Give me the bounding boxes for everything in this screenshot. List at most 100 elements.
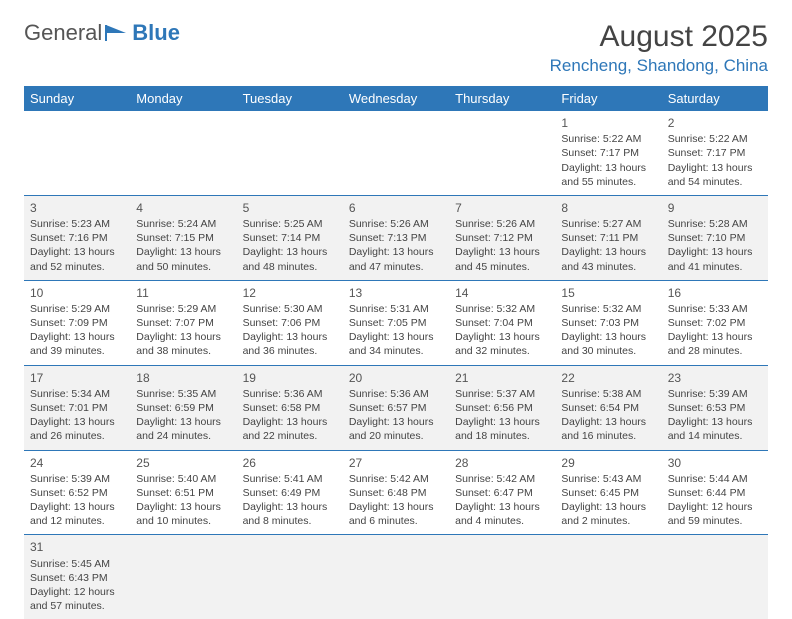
daylight-text: Daylight: 13 hours and 45 minutes. bbox=[455, 245, 549, 273]
header: General Blue August 2025 Rencheng, Shand… bbox=[24, 20, 768, 76]
calendar-cell bbox=[449, 111, 555, 195]
sunrise-text: Sunrise: 5:30 AM bbox=[243, 302, 337, 316]
calendar-cell: 20Sunrise: 5:36 AMSunset: 6:57 PMDayligh… bbox=[343, 365, 449, 450]
sunrise-text: Sunrise: 5:25 AM bbox=[243, 217, 337, 231]
day-info: Sunrise: 5:26 AMSunset: 7:13 PMDaylight:… bbox=[349, 217, 443, 274]
daylight-text: Daylight: 13 hours and 28 minutes. bbox=[668, 330, 762, 358]
daylight-text: Daylight: 13 hours and 43 minutes. bbox=[561, 245, 655, 273]
day-number: 29 bbox=[561, 455, 655, 471]
calendar-table: Sunday Monday Tuesday Wednesday Thursday… bbox=[24, 86, 768, 619]
day-number: 2 bbox=[668, 115, 762, 131]
sunrise-text: Sunrise: 5:32 AM bbox=[455, 302, 549, 316]
day-number: 5 bbox=[243, 200, 337, 216]
calendar-cell: 3Sunrise: 5:23 AMSunset: 7:16 PMDaylight… bbox=[24, 195, 130, 280]
sunset-text: Sunset: 6:58 PM bbox=[243, 401, 337, 415]
day-info: Sunrise: 5:28 AMSunset: 7:10 PMDaylight:… bbox=[668, 217, 762, 274]
sunset-text: Sunset: 6:44 PM bbox=[668, 486, 762, 500]
daylight-text: Daylight: 13 hours and 38 minutes. bbox=[136, 330, 230, 358]
calendar-row: 10Sunrise: 5:29 AMSunset: 7:09 PMDayligh… bbox=[24, 280, 768, 365]
sunset-text: Sunset: 7:17 PM bbox=[668, 146, 762, 160]
day-info: Sunrise: 5:22 AMSunset: 7:17 PMDaylight:… bbox=[561, 132, 655, 189]
sunset-text: Sunset: 7:02 PM bbox=[668, 316, 762, 330]
day-number: 25 bbox=[136, 455, 230, 471]
sunrise-text: Sunrise: 5:28 AM bbox=[668, 217, 762, 231]
day-info: Sunrise: 5:35 AMSunset: 6:59 PMDaylight:… bbox=[136, 387, 230, 444]
calendar-cell: 23Sunrise: 5:39 AMSunset: 6:53 PMDayligh… bbox=[662, 365, 768, 450]
sunset-text: Sunset: 6:59 PM bbox=[136, 401, 230, 415]
daylight-text: Daylight: 13 hours and 24 minutes. bbox=[136, 415, 230, 443]
day-info: Sunrise: 5:32 AMSunset: 7:03 PMDaylight:… bbox=[561, 302, 655, 359]
sunrise-text: Sunrise: 5:32 AM bbox=[561, 302, 655, 316]
calendar-cell bbox=[24, 111, 130, 195]
sunset-text: Sunset: 7:13 PM bbox=[349, 231, 443, 245]
sunset-text: Sunset: 6:51 PM bbox=[136, 486, 230, 500]
day-number: 26 bbox=[243, 455, 337, 471]
day-number: 10 bbox=[30, 285, 124, 301]
day-info: Sunrise: 5:43 AMSunset: 6:45 PMDaylight:… bbox=[561, 472, 655, 529]
sunset-text: Sunset: 7:06 PM bbox=[243, 316, 337, 330]
calendar-cell bbox=[237, 535, 343, 619]
sunrise-text: Sunrise: 5:43 AM bbox=[561, 472, 655, 486]
daylight-text: Daylight: 12 hours and 59 minutes. bbox=[668, 500, 762, 528]
daylight-text: Daylight: 13 hours and 48 minutes. bbox=[243, 245, 337, 273]
sunrise-text: Sunrise: 5:27 AM bbox=[561, 217, 655, 231]
day-info: Sunrise: 5:42 AMSunset: 6:48 PMDaylight:… bbox=[349, 472, 443, 529]
daylight-text: Daylight: 13 hours and 36 minutes. bbox=[243, 330, 337, 358]
sunset-text: Sunset: 7:14 PM bbox=[243, 231, 337, 245]
sunset-text: Sunset: 6:56 PM bbox=[455, 401, 549, 415]
sunset-text: Sunset: 7:04 PM bbox=[455, 316, 549, 330]
calendar-row: 3Sunrise: 5:23 AMSunset: 7:16 PMDaylight… bbox=[24, 195, 768, 280]
day-number: 23 bbox=[668, 370, 762, 386]
sunrise-text: Sunrise: 5:26 AM bbox=[349, 217, 443, 231]
calendar-cell: 18Sunrise: 5:35 AMSunset: 6:59 PMDayligh… bbox=[130, 365, 236, 450]
sunset-text: Sunset: 6:54 PM bbox=[561, 401, 655, 415]
day-info: Sunrise: 5:31 AMSunset: 7:05 PMDaylight:… bbox=[349, 302, 443, 359]
calendar-cell: 17Sunrise: 5:34 AMSunset: 7:01 PMDayligh… bbox=[24, 365, 130, 450]
calendar-cell: 24Sunrise: 5:39 AMSunset: 6:52 PMDayligh… bbox=[24, 450, 130, 535]
calendar-cell: 12Sunrise: 5:30 AMSunset: 7:06 PMDayligh… bbox=[237, 280, 343, 365]
calendar-cell bbox=[130, 535, 236, 619]
day-info: Sunrise: 5:29 AMSunset: 7:09 PMDaylight:… bbox=[30, 302, 124, 359]
sunrise-text: Sunrise: 5:39 AM bbox=[668, 387, 762, 401]
day-info: Sunrise: 5:29 AMSunset: 7:07 PMDaylight:… bbox=[136, 302, 230, 359]
day-info: Sunrise: 5:27 AMSunset: 7:11 PMDaylight:… bbox=[561, 217, 655, 274]
sunrise-text: Sunrise: 5:39 AM bbox=[30, 472, 124, 486]
daylight-text: Daylight: 13 hours and 10 minutes. bbox=[136, 500, 230, 528]
day-number: 4 bbox=[136, 200, 230, 216]
daylight-text: Daylight: 13 hours and 55 minutes. bbox=[561, 161, 655, 189]
sunset-text: Sunset: 6:53 PM bbox=[668, 401, 762, 415]
sunset-text: Sunset: 6:45 PM bbox=[561, 486, 655, 500]
weekday-header-row: Sunday Monday Tuesday Wednesday Thursday… bbox=[24, 86, 768, 111]
day-number: 18 bbox=[136, 370, 230, 386]
sunset-text: Sunset: 7:01 PM bbox=[30, 401, 124, 415]
daylight-text: Daylight: 12 hours and 57 minutes. bbox=[30, 585, 124, 613]
calendar-cell: 21Sunrise: 5:37 AMSunset: 6:56 PMDayligh… bbox=[449, 365, 555, 450]
sunrise-text: Sunrise: 5:45 AM bbox=[30, 557, 124, 571]
day-info: Sunrise: 5:38 AMSunset: 6:54 PMDaylight:… bbox=[561, 387, 655, 444]
day-number: 19 bbox=[243, 370, 337, 386]
calendar-cell bbox=[662, 535, 768, 619]
sunset-text: Sunset: 6:47 PM bbox=[455, 486, 549, 500]
calendar-cell: 10Sunrise: 5:29 AMSunset: 7:09 PMDayligh… bbox=[24, 280, 130, 365]
calendar-cell: 11Sunrise: 5:29 AMSunset: 7:07 PMDayligh… bbox=[130, 280, 236, 365]
sunset-text: Sunset: 7:12 PM bbox=[455, 231, 549, 245]
daylight-text: Daylight: 13 hours and 12 minutes. bbox=[30, 500, 124, 528]
daylight-text: Daylight: 13 hours and 20 minutes. bbox=[349, 415, 443, 443]
calendar-cell bbox=[343, 535, 449, 619]
calendar-cell: 4Sunrise: 5:24 AMSunset: 7:15 PMDaylight… bbox=[130, 195, 236, 280]
calendar-cell: 5Sunrise: 5:25 AMSunset: 7:14 PMDaylight… bbox=[237, 195, 343, 280]
logo-text-1: General bbox=[24, 20, 102, 46]
day-info: Sunrise: 5:39 AMSunset: 6:52 PMDaylight:… bbox=[30, 472, 124, 529]
calendar-cell: 7Sunrise: 5:26 AMSunset: 7:12 PMDaylight… bbox=[449, 195, 555, 280]
sunset-text: Sunset: 7:17 PM bbox=[561, 146, 655, 160]
sunset-text: Sunset: 7:03 PM bbox=[561, 316, 655, 330]
flag-icon bbox=[104, 23, 130, 43]
calendar-cell: 9Sunrise: 5:28 AMSunset: 7:10 PMDaylight… bbox=[662, 195, 768, 280]
sunrise-text: Sunrise: 5:40 AM bbox=[136, 472, 230, 486]
daylight-text: Daylight: 13 hours and 8 minutes. bbox=[243, 500, 337, 528]
sunset-text: Sunset: 7:07 PM bbox=[136, 316, 230, 330]
daylight-text: Daylight: 13 hours and 41 minutes. bbox=[668, 245, 762, 273]
calendar-cell: 14Sunrise: 5:32 AMSunset: 7:04 PMDayligh… bbox=[449, 280, 555, 365]
sunrise-text: Sunrise: 5:35 AM bbox=[136, 387, 230, 401]
sunset-text: Sunset: 6:57 PM bbox=[349, 401, 443, 415]
